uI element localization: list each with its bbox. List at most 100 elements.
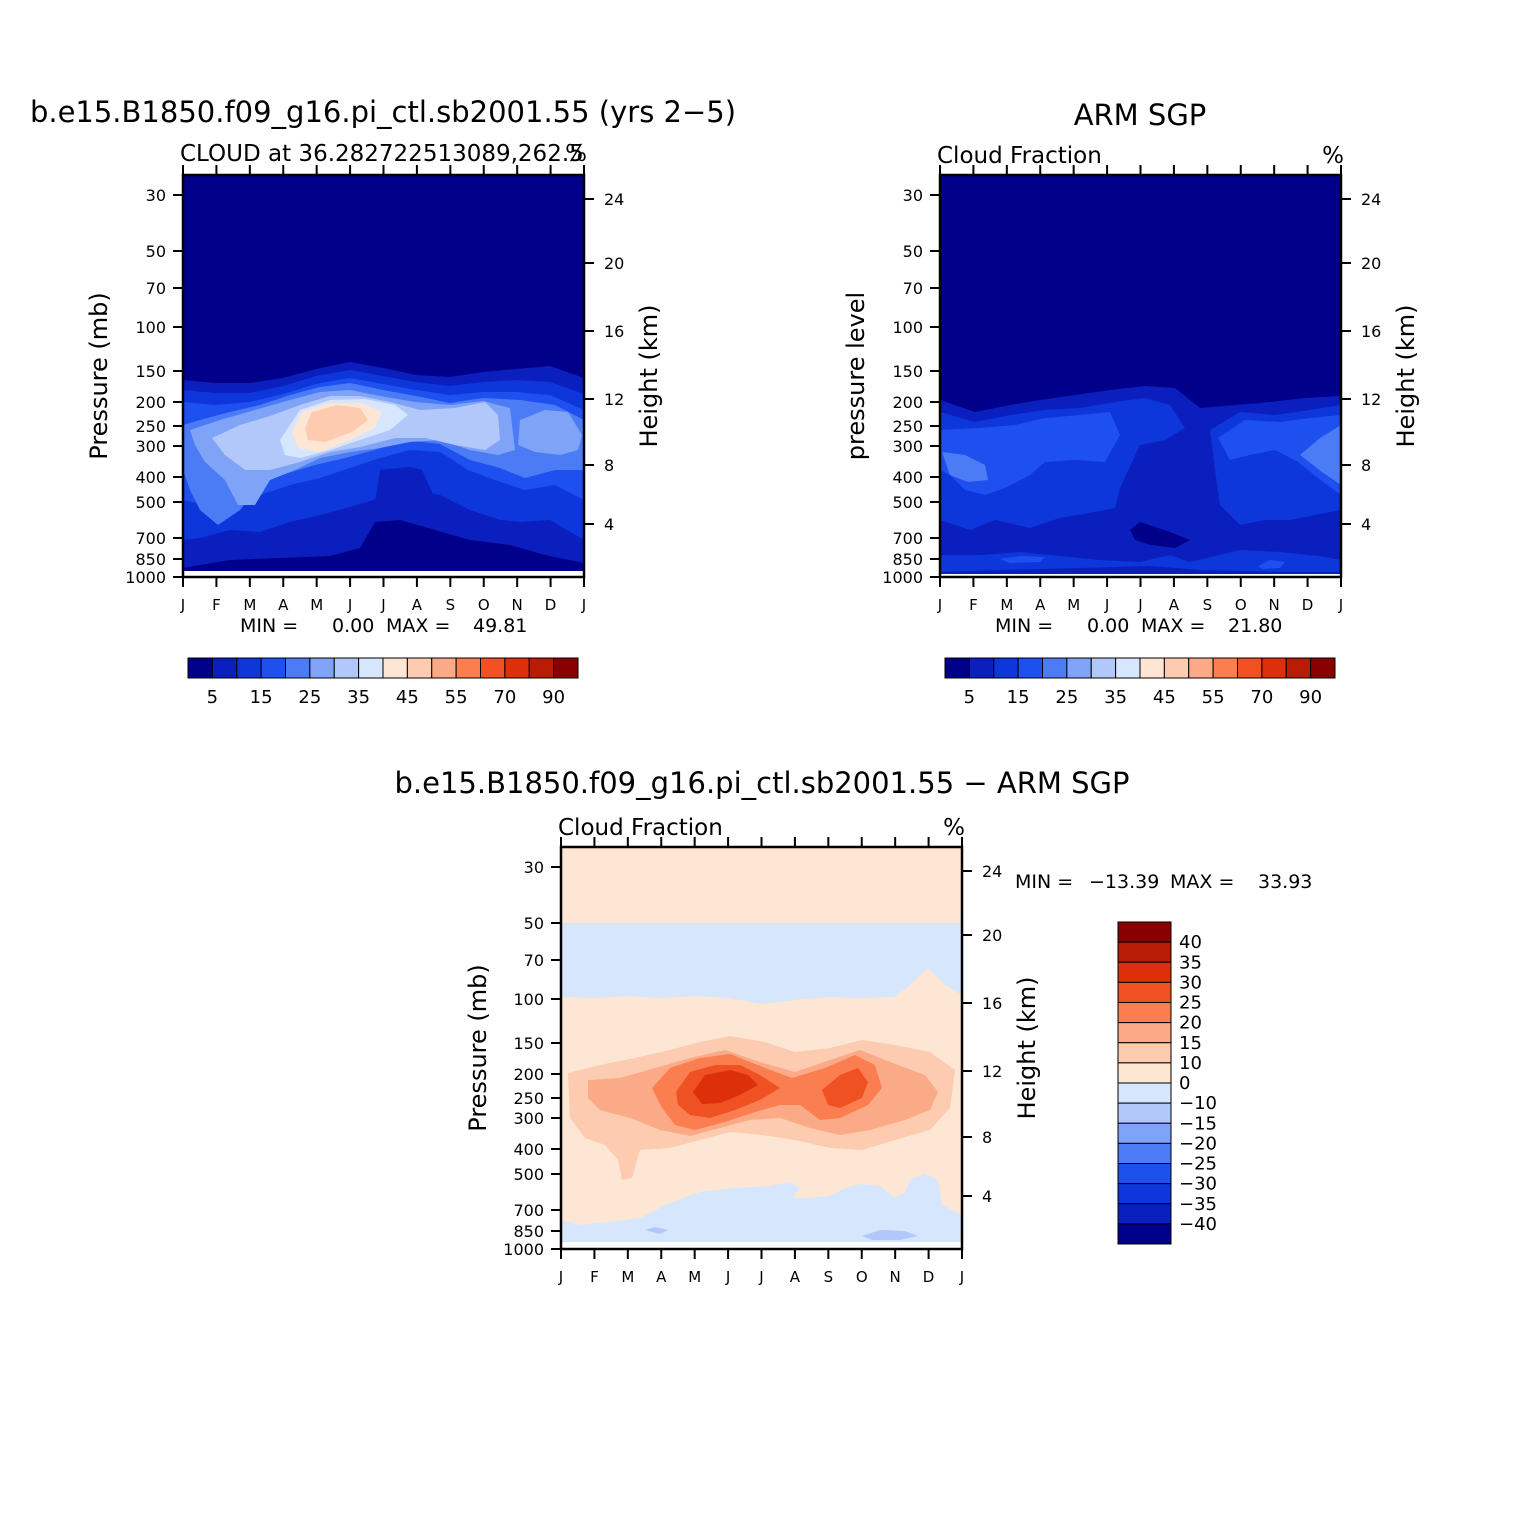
x-tick-label: A	[1169, 596, 1180, 614]
panel-diff-max-label: MAX =	[1170, 871, 1234, 893]
panel-diff: b.e15.B1850.f09_g16.pi_ctl.sb2001.55 − A…	[395, 766, 1313, 1286]
panel-obs-max-value: 21.80	[1228, 615, 1282, 637]
x-tick-label: O	[856, 1268, 868, 1286]
x-tick-label: O	[1235, 596, 1247, 614]
colorbar-label: 70	[493, 687, 516, 708]
y-tick-label: 100	[135, 318, 166, 337]
y-tick-label: 50	[146, 242, 166, 261]
colorbar-label: −35	[1179, 1194, 1217, 1215]
x-tick-label: J	[758, 1268, 763, 1286]
panel-model: b.e15.B1850.f09_g16.pi_ctl.sb2001.55 (yr…	[30, 95, 736, 708]
colorbar-box	[260, 657, 286, 679]
contour-band-core	[1130, 522, 1190, 548]
contour-band-neg15-10	[645, 1227, 668, 1234]
x-tick-label: J	[180, 596, 185, 614]
panel-obs-max-label: MAX =	[1141, 615, 1205, 637]
x-tick-label: M	[1067, 596, 1080, 614]
y-tick-label: 400	[892, 468, 923, 487]
panel-diff-y2label: Height (km)	[1013, 977, 1041, 1120]
x-tick-label: D	[923, 1268, 935, 1286]
colorbar-box	[1117, 1183, 1172, 1205]
y-tick-label: 250	[513, 1089, 544, 1108]
colorbar-box	[1117, 1062, 1172, 1084]
y-tick-label: 400	[513, 1140, 544, 1159]
colorbar-box	[1212, 657, 1238, 679]
panel-diff-contours	[561, 847, 962, 1249]
colorbar-box	[1117, 1082, 1172, 1104]
x-tick-label: S	[824, 1268, 834, 1286]
colorbar-box	[1017, 657, 1043, 679]
colorbar-box	[285, 657, 311, 679]
colorbar-box	[406, 657, 433, 679]
y-tick-label: 150	[135, 362, 166, 381]
colorbar-box	[480, 657, 506, 679]
y-tick-label: 500	[135, 493, 166, 512]
panel-diff-min-label: MIN =	[1015, 871, 1073, 893]
panel-obs-min-value: 0.00	[1087, 615, 1129, 637]
panel-obs-y2-axis: 4 8 12 16 20 24	[1341, 190, 1381, 534]
colorbar-label: 10	[1179, 1053, 1202, 1074]
panel-model-title: b.e15.B1850.f09_g16.pi_ctl.sb2001.55 (yr…	[30, 95, 736, 129]
y2-tick-label: 8	[982, 1128, 992, 1147]
panel-model-colorbar: 5 15 25 35 45 55 70 90	[187, 657, 579, 708]
panel-model-y2label: Height (km)	[635, 305, 663, 448]
colorbar-label: −20	[1179, 1133, 1217, 1154]
colorbar-box	[1163, 657, 1190, 679]
panel-diff-min-value: −13.39	[1089, 871, 1159, 893]
panel-model-contours	[183, 175, 584, 577]
y-tick-label: 30	[903, 186, 923, 205]
colorbar-box	[1285, 657, 1312, 679]
x-tick-label: A	[656, 1268, 667, 1286]
x-tick-label: A	[1035, 596, 1046, 614]
x-tick-label: A	[412, 596, 423, 614]
y2-tick-label: 12	[982, 1062, 1002, 1081]
colorbar-box	[528, 657, 555, 679]
y-tick-label: 850	[892, 550, 923, 569]
x-tick-label: J	[959, 1268, 964, 1286]
x-tick-label: N	[512, 596, 523, 614]
y-tick-label: 1000	[882, 568, 923, 587]
contour-band-30-35-east	[518, 410, 582, 455]
x-tick-label: J	[937, 596, 942, 614]
panel-diff-y2-axis: 4 8 12 16 20 24	[962, 862, 1002, 1206]
y2-tick-label: 12	[1361, 390, 1381, 409]
x-tick-label: A	[278, 596, 289, 614]
colorbar-box	[211, 657, 238, 679]
x-tick-label: M	[243, 596, 256, 614]
colorbar-label: 90	[1299, 687, 1322, 708]
colorbar-box	[1188, 657, 1214, 679]
contour-band-neg10-0-upper	[561, 923, 962, 1004]
colorbar-label: −15	[1179, 1113, 1217, 1134]
x-tick-label: S	[1203, 596, 1213, 614]
x-tick-label: J	[1104, 596, 1109, 614]
colorbar-box	[431, 657, 457, 679]
colorbar-box	[1261, 657, 1287, 679]
y-tick-label: 70	[146, 279, 166, 298]
colorbar-box	[1042, 657, 1068, 679]
panel-model-units: %	[565, 141, 587, 167]
colorbar-box	[993, 657, 1019, 679]
x-tick-label: O	[478, 596, 490, 614]
colorbar-label: 15	[1179, 1033, 1202, 1054]
colorbar-label: 40	[1179, 932, 1202, 953]
x-tick-label: N	[890, 1268, 901, 1286]
y2-tick-label: 24	[604, 190, 624, 209]
colorbar-box	[1117, 1102, 1172, 1124]
colorbar-box	[1117, 1042, 1172, 1064]
y-tick-label: 30	[524, 858, 544, 877]
panel-model-min-value: 0.00	[332, 615, 374, 637]
colorbar-box	[1117, 961, 1172, 983]
colorbar-box	[236, 657, 262, 679]
colorbar-box	[1237, 657, 1263, 679]
panel-model-subtitle: CLOUD at 36.282722513089,262.5	[180, 141, 584, 167]
x-tick-label: S	[446, 596, 456, 614]
contour-band-15-20-east	[1218, 415, 1341, 495]
y-tick-label: 250	[892, 417, 923, 436]
contour-band-25-30-east	[822, 1068, 868, 1108]
y2-tick-label: 16	[604, 322, 624, 341]
below-ground	[940, 574, 1341, 577]
panel-obs-subtitle: Cloud Fraction	[937, 143, 1102, 169]
x-tick-label: J	[1338, 596, 1343, 614]
